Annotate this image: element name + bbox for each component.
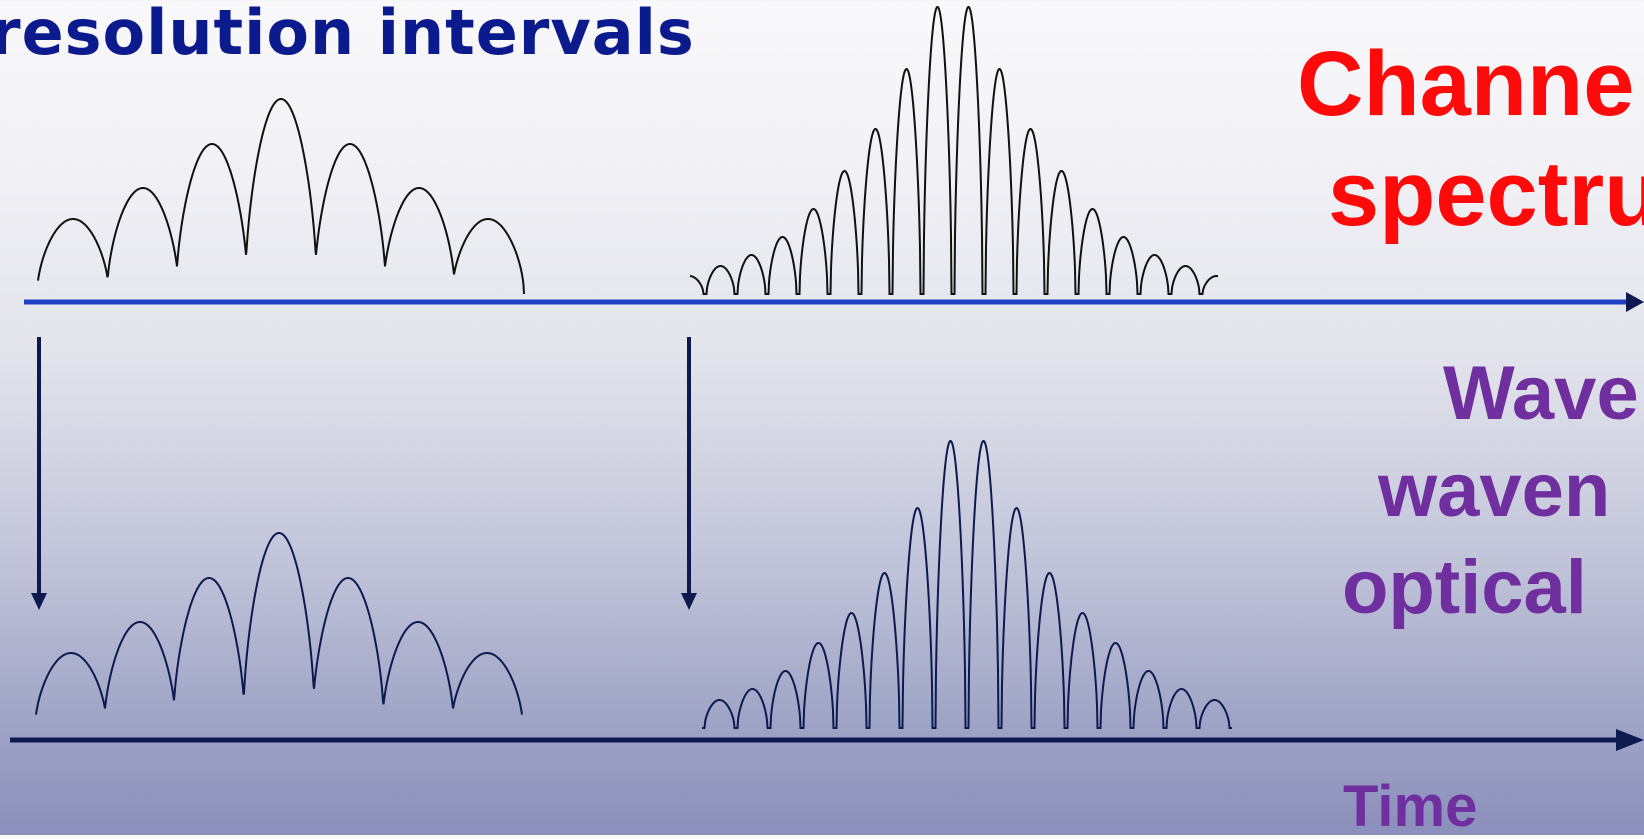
axis-arrowhead-icon [1626, 292, 1644, 312]
wavenumber-label-line-1: Wave [1443, 351, 1639, 436]
bottom-left-fringe-curve [35, 532, 523, 715]
down-arrow-icon [31, 337, 47, 610]
heading: resolution intervals [0, 0, 695, 69]
top-left-fringe-curve [37, 98, 525, 295]
time-axis-label: Time [1343, 774, 1478, 839]
wavenumber-label-line-2: waven [1378, 448, 1611, 533]
down-arrow-icon [681, 337, 697, 610]
spectrum-label-line-1: Channe [1297, 33, 1635, 135]
bottom-right-fringe-curve [702, 439, 1232, 729]
axis-arrowhead-icon [1616, 729, 1644, 751]
spectrum-label-line-2: spectru [1328, 143, 1644, 245]
wavenumber-label-line-3: optical [1342, 545, 1587, 630]
top-right-fringe-curve [689, 5, 1218, 295]
